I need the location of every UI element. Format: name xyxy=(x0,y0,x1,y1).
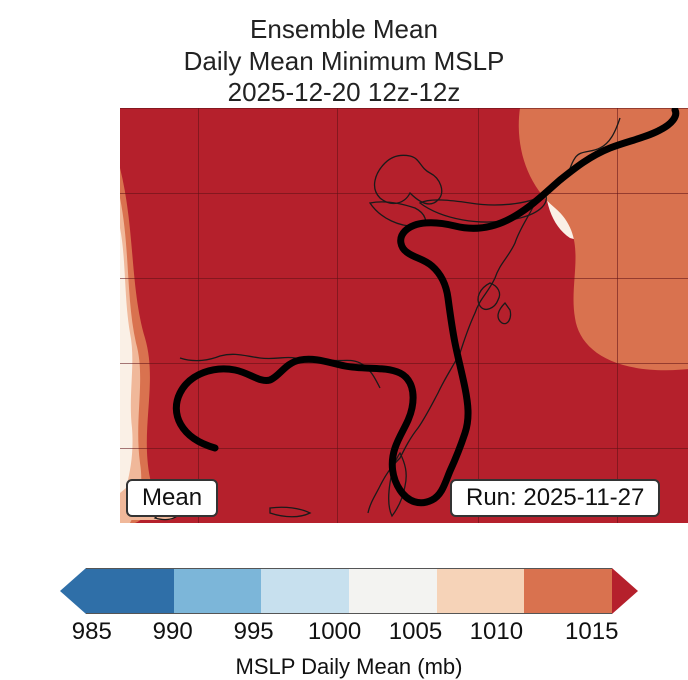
run-label-box[interactable]: Run: 2025-11-27 xyxy=(450,479,660,517)
colorbar-arrow-low[interactable] xyxy=(60,568,86,614)
map-container: 40°N 35°N 30°N 25°N 20°N 90°W 80°W 70°W … xyxy=(60,108,638,523)
title-line-1: Ensemble Mean xyxy=(0,14,688,46)
colorbar-segment-0[interactable] xyxy=(86,568,174,614)
colorbar-arrow-high[interactable] xyxy=(612,568,638,614)
title-line-3: 2025-12-20 12z-12z xyxy=(0,77,688,109)
title-line-2: Daily Mean Minimum MSLP xyxy=(0,46,688,78)
map-background[interactable]: 40°N 35°N 30°N 25°N 20°N 90°W 80°W 70°W … xyxy=(120,108,688,523)
colorbar-tick-990: 990 xyxy=(153,618,193,646)
colorbar-title: MSLP Daily Mean (mb) xyxy=(60,654,638,680)
colorbar-tick-985: 985 xyxy=(72,618,112,646)
colorbar-tick-labels: 985 990 995 1000 1005 1010 1015 xyxy=(60,618,638,648)
colorbar-segment-1[interactable] xyxy=(174,568,262,614)
colorbar-tick-1010: 1010 xyxy=(470,618,523,646)
colorbar-container: 985 990 995 1000 1005 1010 1015 MSLP Dai… xyxy=(60,568,638,680)
colorbar-tick-1000: 1000 xyxy=(308,618,361,646)
pressure-contour-line xyxy=(120,108,688,523)
colorbar-tick-1015: 1015 xyxy=(565,618,618,646)
colorbar-tick-1005: 1005 xyxy=(389,618,442,646)
colorbar-segment-4[interactable] xyxy=(437,568,525,614)
colorbar-tick-995: 995 xyxy=(234,618,274,646)
title-block: Ensemble Mean Daily Mean Minimum MSLP 20… xyxy=(0,0,688,109)
colorbar-segment-5[interactable] xyxy=(524,568,612,614)
colorbar-row xyxy=(60,568,638,614)
mean-label-box[interactable]: Mean xyxy=(126,479,218,517)
colorbar-segment-3[interactable] xyxy=(349,568,437,614)
colorbar-segment-2[interactable] xyxy=(261,568,349,614)
